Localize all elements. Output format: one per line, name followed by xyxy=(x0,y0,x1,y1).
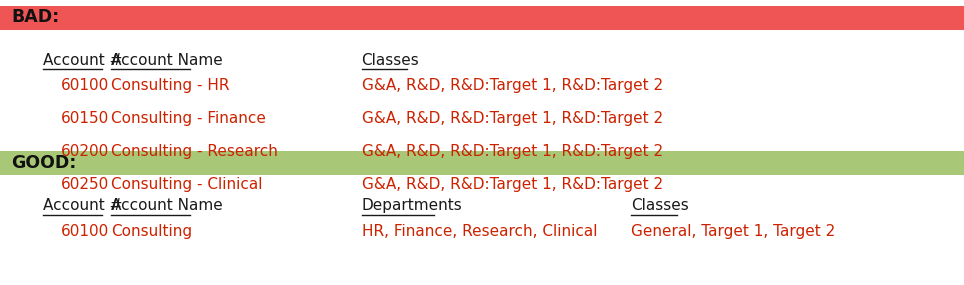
Text: Consulting: Consulting xyxy=(111,224,192,239)
Text: Account Name: Account Name xyxy=(111,198,223,213)
Text: Classes: Classes xyxy=(362,53,419,68)
Text: GOOD:: GOOD: xyxy=(12,154,77,172)
Text: Account #: Account # xyxy=(43,53,122,68)
Text: G&A, R&D, R&D:Target 1, R&D:Target 2: G&A, R&D, R&D:Target 1, R&D:Target 2 xyxy=(362,144,662,159)
Text: Consulting - Finance: Consulting - Finance xyxy=(111,111,266,126)
Text: 60250: 60250 xyxy=(61,177,109,192)
Text: 60150: 60150 xyxy=(61,111,109,126)
FancyBboxPatch shape xyxy=(0,6,964,30)
Text: BAD:: BAD: xyxy=(12,8,60,26)
Text: 60100: 60100 xyxy=(61,224,109,239)
Text: Account #: Account # xyxy=(43,198,122,213)
Text: G&A, R&D, R&D:Target 1, R&D:Target 2: G&A, R&D, R&D:Target 1, R&D:Target 2 xyxy=(362,111,662,126)
Text: Consulting - HR: Consulting - HR xyxy=(111,78,229,93)
Text: Consulting - Research: Consulting - Research xyxy=(111,144,278,159)
Text: Departments: Departments xyxy=(362,198,463,213)
Text: Classes: Classes xyxy=(631,198,689,213)
Text: General, Target 1, Target 2: General, Target 1, Target 2 xyxy=(631,224,836,239)
FancyBboxPatch shape xyxy=(0,151,964,175)
Text: Consulting - Clinical: Consulting - Clinical xyxy=(111,177,262,192)
Text: Account Name: Account Name xyxy=(111,53,223,68)
Text: 60100: 60100 xyxy=(61,78,109,93)
Text: G&A, R&D, R&D:Target 1, R&D:Target 2: G&A, R&D, R&D:Target 1, R&D:Target 2 xyxy=(362,78,662,93)
Text: G&A, R&D, R&D:Target 1, R&D:Target 2: G&A, R&D, R&D:Target 1, R&D:Target 2 xyxy=(362,177,662,192)
Text: HR, Finance, Research, Clinical: HR, Finance, Research, Clinical xyxy=(362,224,597,239)
Text: 60200: 60200 xyxy=(61,144,109,159)
